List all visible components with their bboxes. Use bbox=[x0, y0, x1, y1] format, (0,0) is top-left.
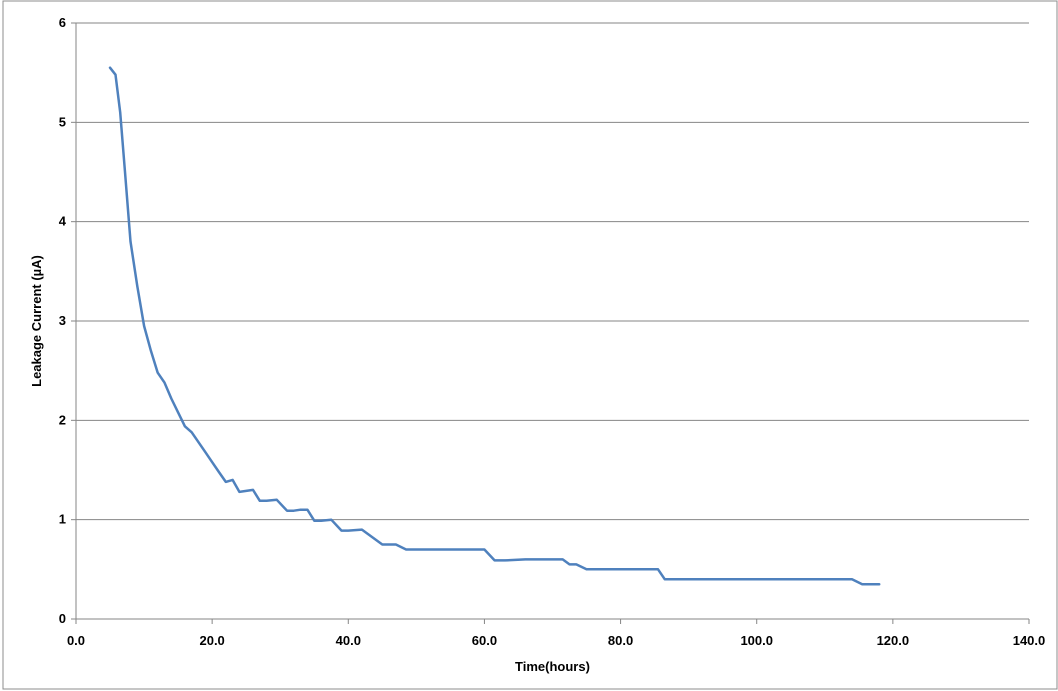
y-tick-label-6: 6 bbox=[59, 15, 66, 30]
series-line-0 bbox=[108, 66, 881, 586]
x-axis-title: Time(hours) bbox=[515, 659, 590, 674]
x-tick-label-0: 0.0 bbox=[67, 633, 85, 648]
y-tick-labels: 0 1 2 3 4 5 6 bbox=[59, 15, 67, 626]
x-tick-label-2: 40.0 bbox=[336, 633, 361, 648]
x-tick-label-5: 100.0 bbox=[740, 633, 773, 648]
y-tick-label-2: 2 bbox=[59, 412, 66, 427]
y-tick-label-1: 1 bbox=[59, 512, 66, 527]
y-tick-label-4: 4 bbox=[59, 214, 67, 229]
y-tick-label-5: 5 bbox=[59, 114, 66, 129]
series-lines bbox=[108, 66, 881, 586]
gridlines bbox=[76, 22, 1029, 521]
y-tick-label-0: 0 bbox=[59, 611, 66, 626]
x-tick-label-3: 60.0 bbox=[472, 633, 497, 648]
x-tick-labels: 0.0 20.0 40.0 60.0 80.0 100.0 120.0 140.0 bbox=[67, 633, 1045, 648]
axes bbox=[71, 22, 1030, 624]
x-tick-label-1: 20.0 bbox=[199, 633, 224, 648]
x-tick-label-4: 80.0 bbox=[608, 633, 633, 648]
x-tick-label-7: 140.0 bbox=[1013, 633, 1046, 648]
y-axis-title: Leakage Current (µA) bbox=[29, 255, 44, 387]
x-tick-label-6: 120.0 bbox=[877, 633, 910, 648]
y-tick-label-3: 3 bbox=[59, 313, 66, 328]
